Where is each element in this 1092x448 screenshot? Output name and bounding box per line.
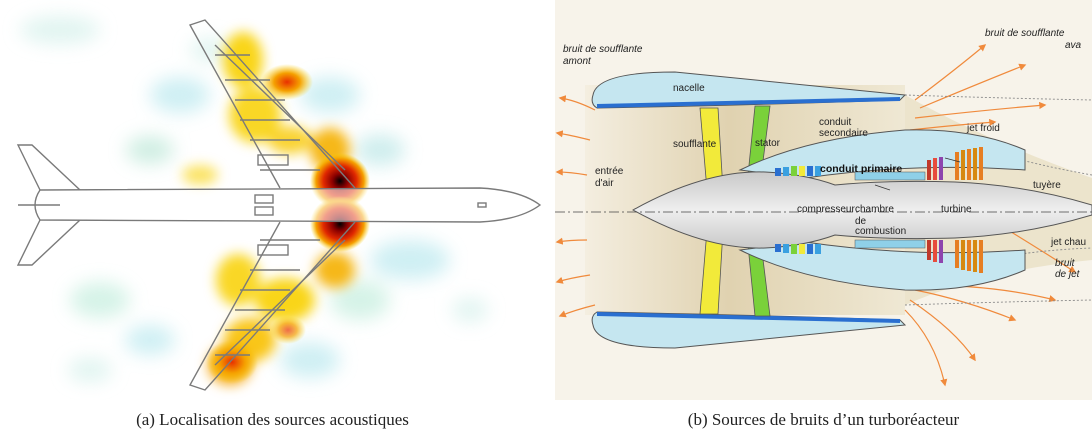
label-combustion-3: combustion — [855, 226, 906, 237]
label-combustion-1: chambre — [855, 204, 894, 215]
downstream-noise-arrows — [904, 44, 1077, 387]
caption-b: (b) Sources de bruits d’un turboréacteur — [687, 410, 960, 429]
core-cowl-bottom — [738, 241, 1026, 291]
label-upstream-fan-noise-2: amont — [563, 56, 592, 67]
panel-turbofan-noise: bruit de soufflante amont bruit de souff… — [555, 0, 1092, 448]
label-air-inlet-1: entrée — [595, 166, 624, 177]
label-fan: soufflante — [673, 139, 717, 150]
turbofan-diagram: bruit de soufflante amont bruit de souff… — [555, 0, 1092, 400]
label-cold-jet: jet froid — [966, 123, 1000, 134]
label-upstream-fan-noise-1: bruit de soufflante — [563, 44, 643, 55]
label-turbine: turbine — [941, 204, 972, 215]
label-compressor: compresseur — [797, 204, 855, 215]
turbine-stages-bottom — [927, 240, 983, 273]
compressor-stages-bottom — [775, 239, 926, 254]
label-stator: stator — [755, 138, 781, 149]
label-combustion-2: de — [855, 216, 867, 227]
panel-acoustic-localisation: (a) Localisation des sources acoustiques — [0, 0, 545, 448]
aircraft-outline — [16, 19, 542, 391]
caption-a: (a) Localisation des sources acoustiques — [136, 410, 409, 429]
upstream-noise-arrows — [555, 95, 596, 318]
jet-boundaries — [904, 94, 1092, 306]
label-nozzle: tuyère — [1033, 180, 1061, 191]
label-air-inlet-2: d'air — [595, 178, 614, 189]
label-nacelle: nacelle — [673, 83, 705, 94]
label-downstream-fan-noise-2: ava — [1065, 40, 1082, 51]
label-downstream-fan-noise-1: bruit de soufflante — [985, 28, 1065, 39]
compressor-stages-top — [775, 166, 926, 181]
acoustic-map-figure — [16, 16, 542, 391]
core-cowl-top — [738, 129, 1026, 179]
heatmap-low-level — [20, 16, 488, 382]
label-jet-noise-2: de jet — [1055, 269, 1081, 280]
label-jet-noise-1: bruit — [1055, 258, 1076, 269]
label-hot-jet: jet chau — [1050, 237, 1086, 248]
label-primary-duct: conduit primaire — [820, 163, 902, 175]
label-secondary-duct-1: conduit — [819, 117, 851, 128]
turbine-stages-top — [927, 147, 983, 180]
label-secondary-duct-2: secondaire — [819, 128, 868, 139]
